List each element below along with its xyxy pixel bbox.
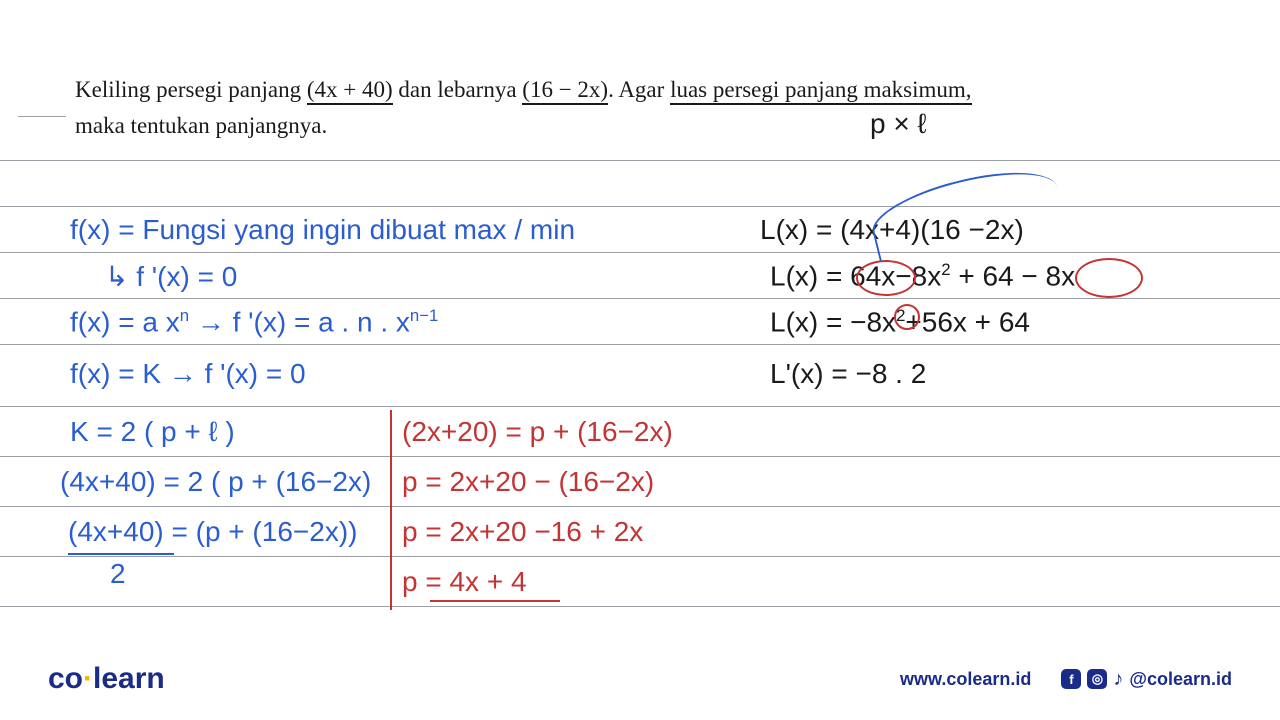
arc-link: [866, 158, 1065, 262]
ae-e: − 8x: [1021, 260, 1075, 291]
perimeter-div: (4x+40) = (p + (16−2x)): [68, 516, 357, 548]
perimeter-formula: K = 2 ( p + ℓ ): [70, 416, 235, 448]
logo-dot: ·: [83, 662, 93, 695]
denominator: 2: [110, 558, 126, 590]
result-underline: [430, 600, 560, 602]
pd-top: (4x+40): [68, 516, 164, 547]
circle-exp: [894, 304, 920, 330]
rule-line: [0, 506, 1280, 507]
instagram-icon: ◎: [1087, 669, 1107, 689]
p-times-l: p × ℓ: [870, 108, 927, 140]
logo-learn: learn: [93, 662, 165, 695]
solve-3: p = 2x+20 −16 + 2x: [402, 516, 643, 548]
rule-line: [0, 556, 1280, 557]
pr-b: → f '(x) = a . n . x: [189, 306, 410, 337]
footer-url: www.colearn.id: [900, 669, 1031, 690]
rule-line: [0, 344, 1280, 345]
rule-line: [0, 252, 1280, 253]
rule-line: [0, 606, 1280, 607]
footer: co·learn www.colearn.id f ◎ ♪ @colearn.i…: [0, 662, 1280, 696]
as-b: +56x + 64: [905, 306, 1030, 337]
problem-pre: Keliling persegi panjang: [75, 77, 307, 102]
ae-sup: 2: [941, 260, 950, 279]
circle-64x: [856, 260, 916, 296]
rule-short: [18, 116, 66, 117]
rule-line: [0, 298, 1280, 299]
pr-n1: n−1: [410, 306, 438, 325]
ae-a: L(x) =: [770, 260, 850, 291]
ae-d: + 64: [951, 260, 1022, 291]
problem-post1: . Agar: [608, 77, 670, 102]
pd-eq: = (p + (16−2x)): [164, 516, 358, 547]
area-derivative: L'(x) = −8 . 2: [770, 358, 926, 390]
as-a: L(x) = −8x: [770, 306, 896, 337]
frac-line: [68, 553, 174, 555]
problem-u2: (16 − 2x): [522, 77, 608, 105]
social-block: f ◎ ♪ @colearn.id: [1061, 668, 1232, 691]
problem-mid: dan lebarnya: [393, 77, 523, 102]
pr-n: n: [180, 306, 189, 325]
facebook-icon: f: [1061, 669, 1081, 689]
area-expand: L(x) = 64x−8x2 + 64 − 8x: [770, 260, 1075, 292]
logo-co: co: [48, 662, 83, 695]
circle-minus8x: [1075, 258, 1143, 298]
rule-line: [0, 456, 1280, 457]
tiktok-icon: ♪: [1113, 668, 1123, 691]
solve-1: (2x+20) = p + (16−2x): [402, 416, 673, 448]
rule-line: [0, 160, 1280, 161]
power-rule: f(x) = a xn → f '(x) = a . n . xn−1: [70, 306, 438, 338]
social-handle: @colearn.id: [1129, 669, 1232, 690]
rule-line: [0, 406, 1280, 407]
brand-logo: co·learn: [48, 662, 165, 696]
problem-u1: (4x + 40): [307, 77, 393, 105]
solve-4: p = 4x + 4: [402, 566, 527, 598]
pr-a: f(x) = a x: [70, 306, 180, 337]
column-divider: [390, 410, 392, 610]
const-rule: f(x) = K → f '(x) = 0: [70, 358, 306, 390]
problem-line2: maka tentukan panjangnya.: [75, 113, 327, 138]
solve-2: p = 2x+20 − (16−2x): [402, 466, 654, 498]
fx-def: f(x) = Fungsi yang ingin dibuat max / mi…: [70, 214, 575, 246]
perimeter-sub: (4x+40) = 2 ( p + (16−2x): [60, 466, 371, 498]
problem-u3: luas persegi panjang maksimum,: [670, 77, 972, 105]
page: Keliling persegi panjang (4x + 40) dan l…: [0, 0, 1280, 720]
problem-statement: Keliling persegi panjang (4x + 40) dan l…: [75, 72, 1220, 143]
fprime-zero: ↳ f '(x) = 0: [105, 260, 237, 293]
rule-line: [0, 206, 1280, 207]
